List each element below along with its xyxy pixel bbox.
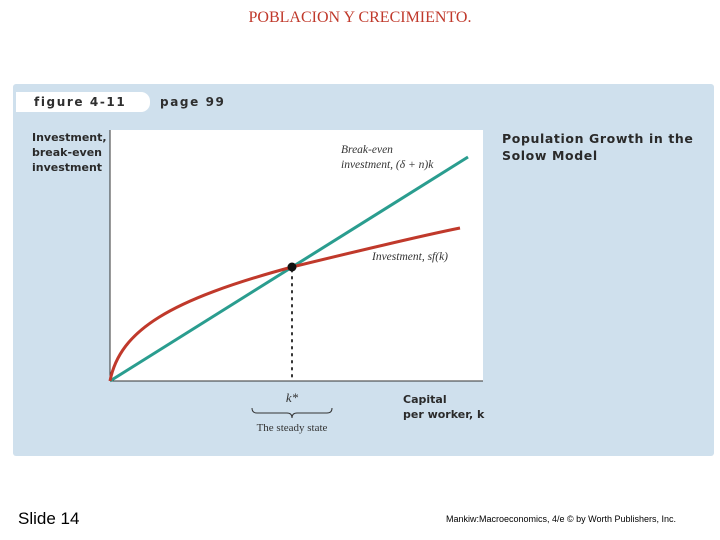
steady-state-label: The steady state [257,422,328,434]
figure-heading: Population Growth in the Solow Model [502,130,712,164]
credit-line: Mankiw:Macroeconomics, 4/e © by Worth Pu… [446,514,677,524]
y-axis-label: Investment, break-even investment [32,130,112,175]
figure-heading-line-2: Solow Model [502,148,598,163]
slide-title: POBLACION Y CRECIMIENTO. [248,9,472,26]
breakeven-label-line-2: investment, (δ + n)k [341,159,434,171]
y-axis-label-line-2: break-even [32,146,102,159]
y-axis-label-line-3: investment [32,161,103,174]
plot-area [110,130,483,381]
investment-label: Investment, sf(k) [371,251,448,263]
steady-state-point [287,262,297,272]
y-axis-label-line-1: Investment, [32,131,107,144]
x-axis-label-line-1: Capital [403,393,447,406]
x-axis-label-line-2: per worker, k [403,408,485,421]
figure-heading-line-1: Population Growth in the [502,131,694,146]
figure-page-label: page 99 [160,95,226,109]
steady-state-brace [251,407,333,419]
slide-number: Slide 14 [18,509,80,528]
kstar-label: k* [286,390,299,405]
breakeven-label-line-1: Break-even [341,144,393,156]
figure-number-tab: figure 4-11 [16,92,150,112]
